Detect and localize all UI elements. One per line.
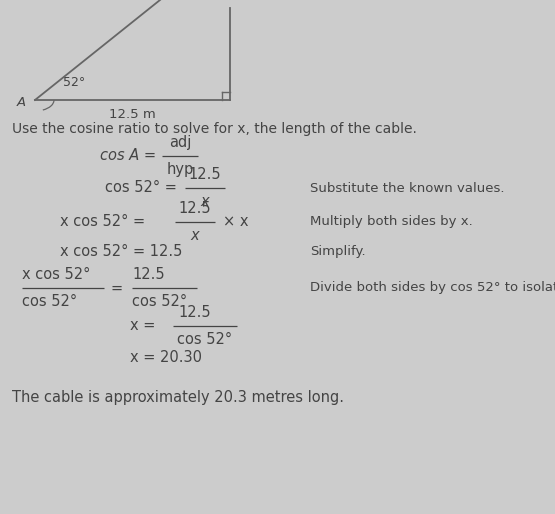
Text: hyp: hyp: [166, 162, 194, 177]
Text: Divide both sides by cos 52° to isolate x.: Divide both sides by cos 52° to isolate …: [310, 282, 555, 295]
Text: cos 52°: cos 52°: [132, 294, 187, 309]
Text: 12.5: 12.5: [189, 167, 221, 182]
Text: cos 52° =: cos 52° =: [105, 180, 177, 195]
Text: 12.5: 12.5: [179, 201, 211, 216]
Text: cos 52°: cos 52°: [22, 294, 77, 309]
Text: cos A =: cos A =: [100, 149, 156, 163]
Text: x: x: [191, 228, 199, 243]
Text: 12.5 m: 12.5 m: [109, 108, 155, 121]
Text: x = 20.30: x = 20.30: [130, 351, 202, 365]
Text: x cos 52° =: x cos 52° =: [60, 214, 145, 229]
Text: 12.5: 12.5: [132, 267, 165, 282]
Text: x cos 52° = 12.5: x cos 52° = 12.5: [60, 245, 183, 260]
Text: =: =: [110, 281, 122, 296]
Text: × x: × x: [223, 214, 249, 229]
Text: Simplify.: Simplify.: [310, 246, 366, 259]
Text: Substitute the known values.: Substitute the known values.: [310, 181, 504, 194]
Text: The cable is approximately 20.3 metres long.: The cable is approximately 20.3 metres l…: [12, 390, 344, 405]
Text: 12.5: 12.5: [179, 305, 211, 320]
Text: cos 52°: cos 52°: [178, 332, 233, 347]
Text: x: x: [201, 194, 209, 209]
Text: A: A: [17, 97, 26, 109]
Text: adj: adj: [169, 135, 191, 150]
Text: Multiply both sides by x.: Multiply both sides by x.: [310, 215, 473, 229]
Text: Use the cosine ratio to solve for x, the length of the cable.: Use the cosine ratio to solve for x, the…: [12, 122, 417, 136]
Text: x =: x =: [130, 319, 155, 334]
Text: 52°: 52°: [63, 76, 85, 88]
Text: x cos 52°: x cos 52°: [22, 267, 90, 282]
